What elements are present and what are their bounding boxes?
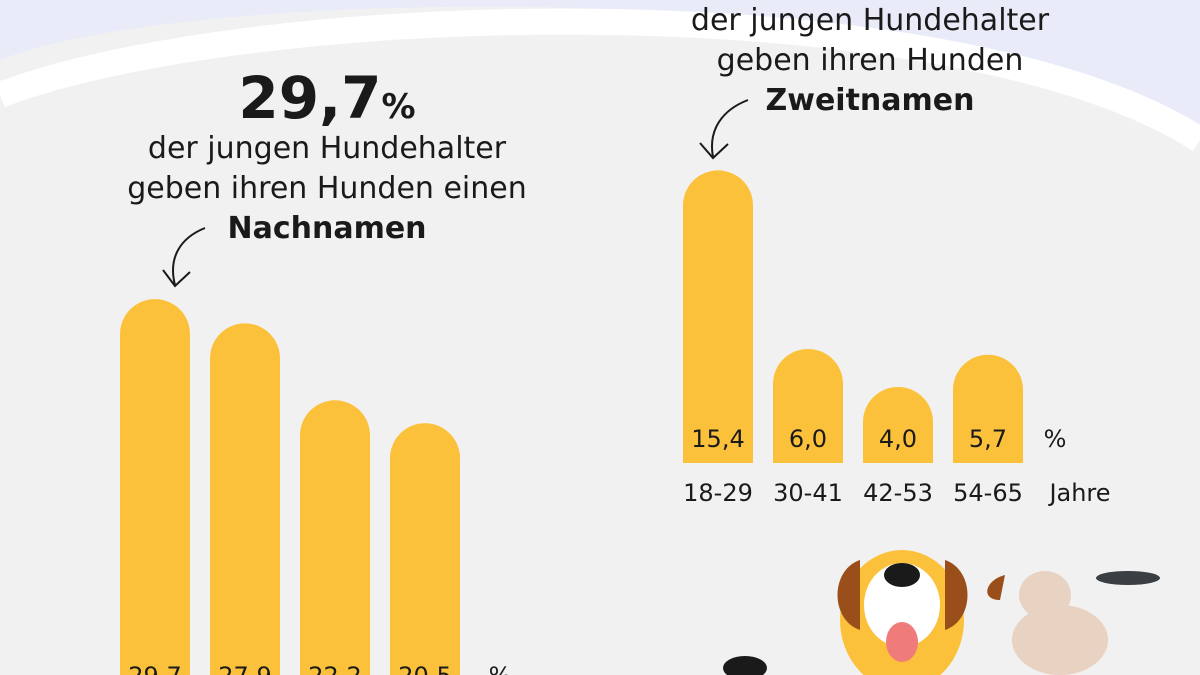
bar (683, 170, 753, 463)
x-tick-label: 30-41 (773, 479, 843, 507)
bar (120, 299, 190, 675)
value-label: 22,2 (308, 662, 361, 675)
arrow (699, 99, 749, 160)
x-tick-label: 42-53 (863, 479, 933, 507)
bar (210, 323, 280, 675)
bar (300, 400, 370, 675)
bar (863, 387, 933, 463)
value-label: 4,0 (879, 425, 917, 453)
value-label: 5,7 (969, 425, 1007, 453)
dog-illustration (723, 550, 1160, 675)
x-tick-label: 18-29 (683, 479, 753, 507)
value-label: 15,4 (691, 425, 744, 453)
unit-label: % (1044, 425, 1067, 453)
subtitle-line: der jungen Hundehalter (691, 3, 1050, 38)
value-label: 27,9 (218, 662, 271, 675)
value-label: 6,0 (789, 425, 827, 453)
arrow (162, 227, 206, 288)
x-axis-label: Jahre (1047, 479, 1110, 507)
white-arc (0, 8, 1200, 151)
headline: 29,7% (238, 64, 415, 132)
bar (953, 354, 1023, 463)
headline-unit: % (382, 87, 416, 127)
subtitle-line: der jungen Hundehalter (148, 131, 507, 166)
headline-value: 29,7 (238, 64, 381, 132)
value-label: 29,7 (128, 662, 181, 675)
subtitle-line: geben ihren Hunden einen (127, 171, 527, 206)
bar (390, 423, 460, 675)
x-tick-label: 54-65 (953, 479, 1023, 507)
highlight: Zweitnamen (765, 83, 974, 118)
highlight: Nachnamen (227, 211, 426, 246)
bar (773, 349, 843, 463)
value-label: 20,5 (398, 662, 451, 675)
subtitle-line: geben ihren Hunden (717, 43, 1024, 78)
unit-label: % (489, 662, 512, 675)
